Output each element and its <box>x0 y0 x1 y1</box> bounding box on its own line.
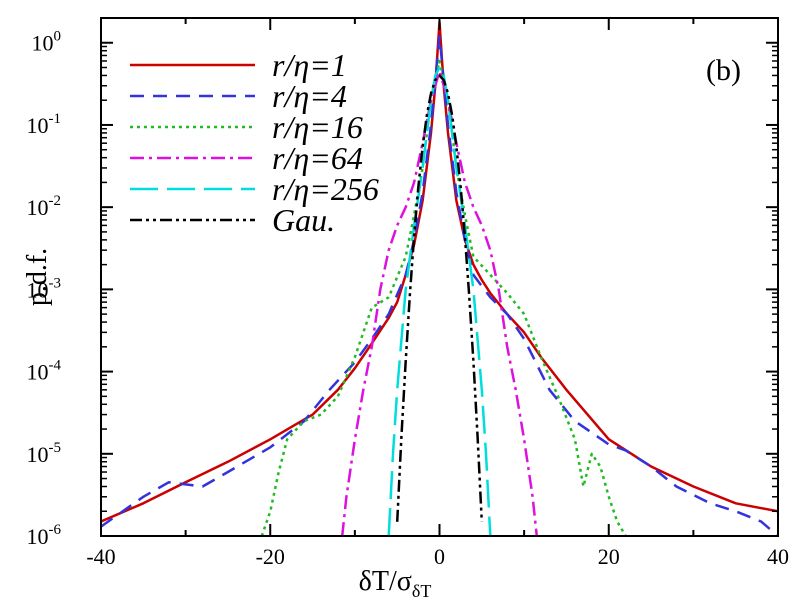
legend-label-6: Gau. <box>272 202 335 238</box>
legend-label-1: r/η=1 <box>272 47 347 83</box>
series-line-6 <box>395 74 484 522</box>
legend-label-5: r/η=256 <box>272 171 379 207</box>
legend-label-4: r/η=64 <box>272 140 363 176</box>
y-tick-label: 10-3 <box>27 275 62 302</box>
series-line-5 <box>387 66 492 536</box>
y-axis-title: p.d.f. <box>22 248 53 306</box>
y-tick-label: 10-6 <box>27 522 62 549</box>
legend-label-3: r/η=16 <box>272 109 363 145</box>
data-series-group <box>101 20 778 536</box>
x-tick-label: -20 <box>256 544 285 569</box>
axis-ticks: -40 -20 0 20 40 10-6 10-5 10-4 10-3 10-2 10-1 100 <box>27 17 789 569</box>
legend-label-2: r/η=4 <box>272 78 347 114</box>
series-line-2 <box>101 34 778 536</box>
y-tick-label: 10-2 <box>27 193 62 220</box>
x-tick-label: -40 <box>86 544 115 569</box>
y-tick-label: 10-5 <box>27 440 62 467</box>
x-tick-label: 40 <box>767 544 789 569</box>
y-tick-label: 10-1 <box>27 111 62 138</box>
x-tick-label: 20 <box>598 544 620 569</box>
x-tick-label: 0 <box>434 544 445 569</box>
x-axis-title-sub: δT <box>412 581 431 601</box>
y-tick-label: 10-4 <box>27 358 62 385</box>
x-axis-title: δT/σδT <box>359 566 432 601</box>
series-line-4 <box>340 70 539 536</box>
y-tick-label: 100 <box>32 29 62 56</box>
panel-label: (b) <box>706 54 741 87</box>
x-axis-title-main: δT/σ <box>359 566 412 597</box>
